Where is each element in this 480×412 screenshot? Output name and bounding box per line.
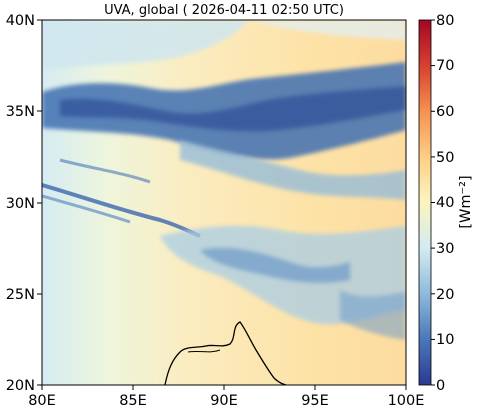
colorbar-tick-label: 0 xyxy=(436,378,445,394)
colorbar-tick-label: 60 xyxy=(436,104,454,120)
uva-field xyxy=(42,20,406,385)
colorbar-tick-label: 40 xyxy=(436,195,454,211)
map-title: UVA, global ( 2026-04-11 02:50 UTC) xyxy=(104,3,344,18)
lon-tick-label: 90E xyxy=(210,393,238,409)
lon-axis: 80E 85E 90E 95E 100E xyxy=(28,385,424,409)
colorbar-tick-label: 70 xyxy=(436,58,454,74)
colorbar-tick-label: 80 xyxy=(436,13,454,29)
colorbar-gradient xyxy=(418,19,432,386)
colorbar-tick-label: 10 xyxy=(436,332,454,348)
colorbar-ticks xyxy=(431,19,435,386)
lat-tick-label: 20N xyxy=(6,378,35,394)
lon-tick-label: 100E xyxy=(388,393,425,409)
colorbar-tick-label: 50 xyxy=(436,150,454,166)
lon-tick-label: 85E xyxy=(119,393,147,409)
colorbar-unit-label: [Wm⁻²] xyxy=(458,175,474,228)
colorbar: 0 10 20 30 40 50 60 70 80 [Wm⁻²] xyxy=(418,13,474,394)
lat-axis: 20N 25N 30N 35N 40N xyxy=(6,13,42,394)
lon-tick-label: 95E xyxy=(301,393,329,409)
colorbar-tick-label: 30 xyxy=(436,241,454,257)
lat-tick-label: 30N xyxy=(6,196,35,212)
lat-tick-label: 35N xyxy=(6,104,35,120)
coastline xyxy=(164,321,287,385)
lon-tick-label: 80E xyxy=(28,393,56,409)
lat-tick-label: 25N xyxy=(6,287,35,303)
lat-tick-label: 40N xyxy=(6,13,35,29)
colorbar-tick-label: 20 xyxy=(436,287,454,303)
